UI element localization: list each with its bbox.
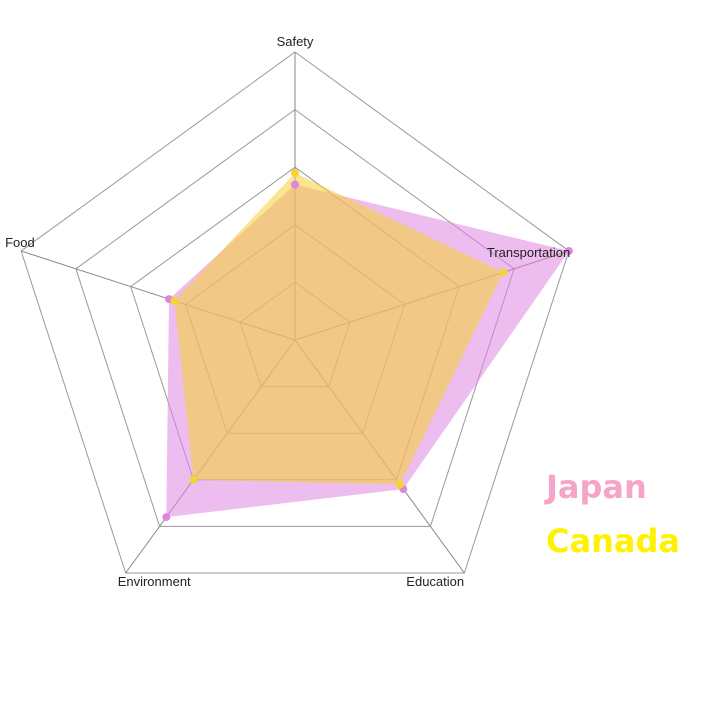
grid-ring [20, 51, 570, 574]
data-point-canada[interactable] [499, 268, 508, 277]
radar-series [162, 169, 573, 522]
axis-labels: Safety Transportation Education Environment… [5, 34, 570, 589]
data-point-japan[interactable] [291, 180, 299, 189]
axis-label-safety: Safety [277, 34, 314, 49]
data-point-japan[interactable] [162, 513, 171, 522]
legend: Japan Canada [544, 468, 680, 560]
data-point-canada[interactable] [291, 169, 299, 177]
series-area-canada [174, 173, 504, 485]
data-point-canada[interactable] [189, 475, 198, 484]
data-point-canada[interactable] [170, 296, 179, 305]
axis-label-food: Food [5, 235, 35, 250]
data-point-japan[interactable] [564, 247, 573, 255]
axis-label-environment: Environment [118, 574, 191, 589]
data-point-canada[interactable] [396, 480, 404, 489]
axis-label-transportation: Transportation [487, 245, 570, 260]
axis-label-education: Education [406, 574, 464, 589]
legend-item-canada[interactable]: Canada [546, 522, 680, 560]
legend-item-japan[interactable]: Japan [544, 468, 647, 506]
